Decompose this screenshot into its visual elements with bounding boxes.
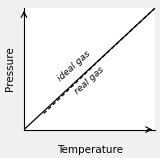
Text: Temperature: Temperature	[57, 145, 123, 155]
Text: ideal gas: ideal gas	[56, 49, 92, 83]
Text: Pressure: Pressure	[5, 46, 15, 91]
Text: real gas: real gas	[73, 65, 106, 96]
